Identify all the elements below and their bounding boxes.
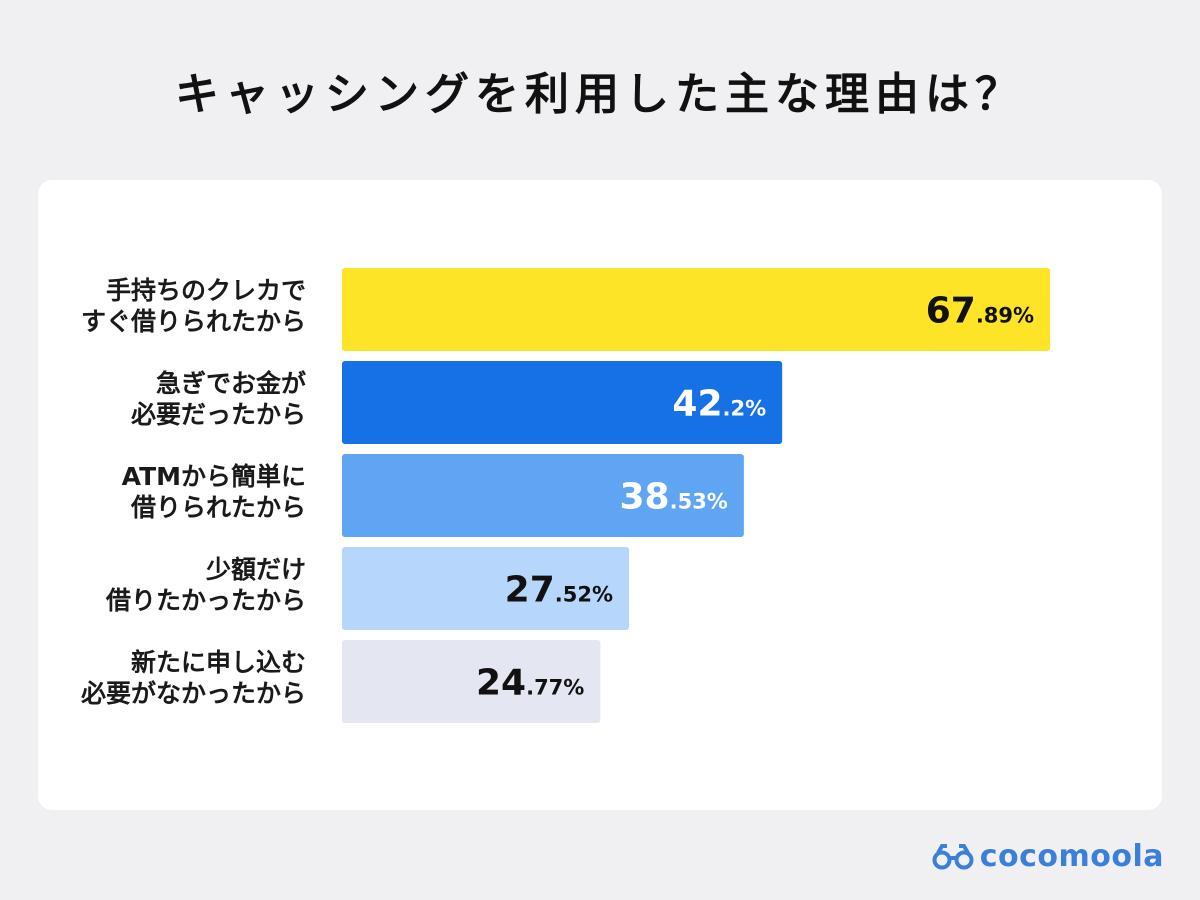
brand-logo: cocomoola [932,839,1164,874]
bar-1 [342,268,1051,351]
bar-5 [342,640,601,723]
page-title: キャッシングを利用した主な理由は？ [175,69,1025,120]
category-label-1-line-1: 手持ちのクレカで [106,276,306,305]
brand-name: cocomoola [979,839,1164,874]
category-label-3-line-2: 借りられたから [130,493,306,522]
bar-2 [342,361,783,444]
category-label-3-line-1: ATMから簡単に [122,462,306,491]
category-label-2-line-2: 必要だったから [131,400,306,429]
value-label-5: 24.77% [476,663,584,704]
category-label-5-line-1: 新たに申し込む [131,648,306,677]
value-label-2: 42.2% [672,384,766,425]
value-label-3: 38.53% [620,477,728,518]
category-label-1-line-2: すぐ借りられたから [81,307,306,336]
category-label-2-line-1: 急ぎでお金が [156,369,306,398]
category-label-5-line-2: 必要がなかったから [81,679,306,708]
chart-card: 手持ちのクレカで すぐ借りられたから 67.89% 急ぎでお金が 必要だったから 42.2… [38,180,1162,810]
value-label-4: 27.52% [505,570,613,611]
category-label-4-line-2: 借りたかったから [105,586,306,615]
bar-3 [342,454,744,537]
category-label-4-line-1: 少額だけ [205,555,306,584]
bar-4 [342,547,630,630]
binoculars-logo-icon [932,843,974,869]
value-label-1: 67.89% [926,291,1034,332]
